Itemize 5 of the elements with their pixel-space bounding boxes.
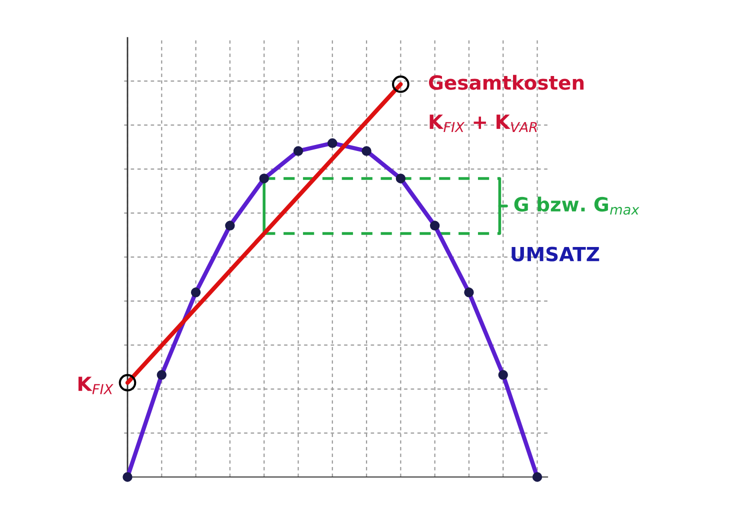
annotation: G bzw. G$_{max}$ bbox=[514, 196, 640, 215]
text: K$_{FIX}$ bbox=[78, 376, 114, 394]
annotation: K$_{FIX}$ + K$_{VAR}$ bbox=[430, 114, 537, 132]
annotation: UMSATZ bbox=[512, 246, 600, 262]
annotation: Gesamtkosten bbox=[428, 74, 584, 90]
